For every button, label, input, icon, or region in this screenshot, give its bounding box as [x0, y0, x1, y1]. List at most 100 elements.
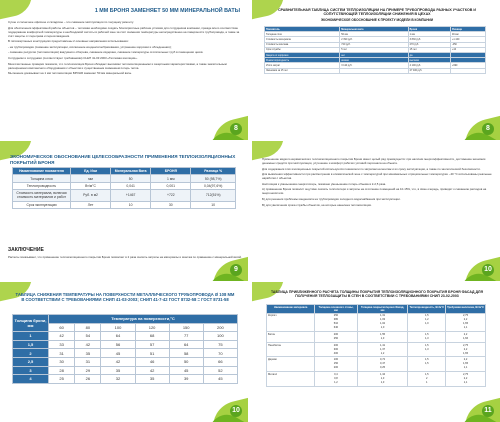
cell: Теплопроводность: [12, 181, 71, 191]
slide-title: ТАБЛИЦА СНИЖЕНИЯ ТЕМПЕРАТУРЫ НА ПОВЕРХНО…: [15, 292, 235, 303]
page-number: 10: [482, 264, 494, 276]
cell: [449, 67, 487, 74]
cell: 10: [110, 200, 152, 209]
row-header-cell: 1,5: [12, 339, 49, 350]
cell: 2,2 1,66: [445, 331, 486, 343]
slide-2: Сравнительная таблица систем теплоизоляц…: [252, 0, 500, 140]
page-number: 8: [482, 123, 494, 135]
table-row: 2 31 35 45 51 58 70: [12, 348, 239, 358]
slide-title: ТАБЛИЦА ПРИБЛИЖЕННОГО РАСЧЕТА ТОЛЩИНЫ ПО…: [271, 290, 483, 299]
cell: 64: [100, 331, 136, 341]
paragraph: Сухое и солнечное офисное и складское – …: [8, 20, 134, 24]
cell: 0,04(97,6%): [190, 181, 236, 191]
cell: 35: [134, 374, 170, 384]
cell: 0,72 0,47 0,25: [356, 356, 409, 372]
table-row: Бетон 200 250 1,55 1,3 1,5 1,3 2,2 1,66: [265, 331, 486, 343]
paragraph: - снижение ресурсов (теплоизоляция) ваку…: [8, 50, 204, 55]
slide-subtitle: Экономическое обоснование к проекту моде…: [320, 18, 434, 22]
cell: 1,34 1,3 1,3: [356, 370, 409, 387]
row-header-cell: 2: [12, 348, 49, 358]
table-row: 4 25 26 32 35 39 45: [12, 374, 239, 384]
cell: 68: [134, 331, 170, 341]
table-header-row: Толщина брони, мм Температура на поверхн…: [12, 313, 238, 333]
cell: 10: [190, 200, 236, 209]
cell: 35: [74, 348, 102, 358]
table-row: Кирпич 250 380 510 640 1,31 1,03 1,02 1,…: [265, 312, 486, 333]
cell: 42: [134, 365, 170, 376]
row-header-cell: 3: [12, 365, 49, 376]
header-cell: 120: [134, 322, 170, 333]
paragraph: Для обеспечения эффективной работы объек…: [8, 25, 240, 38]
row-header-cell: 2,5: [12, 356, 49, 367]
header-cell: Теплопроводность, Вт/м°С: [407, 304, 447, 314]
table-row: 2,5 30 31 42 46 50 66: [12, 356, 239, 367]
cell: Дерево: [265, 356, 316, 372]
cell: 58: [168, 348, 204, 358]
slide-4: Применение жидкого керамического теплоиз…: [252, 141, 500, 281]
cell: 27 400 руб.: [407, 67, 451, 74]
paragraph: Сотрудники и сотрудники (соответствуют т…: [8, 55, 138, 60]
slide-5: ЗАКЛЮЧЕНИЕ ТАБЛИЦА СНИЖЕНИЯ ТЕМПЕРАТУРЫ …: [0, 282, 248, 422]
cell: 30: [150, 200, 192, 209]
cell: 0,4 0,8 1,2: [314, 370, 358, 387]
cell: 2,2 1,65 1,1: [445, 356, 486, 372]
cell: +1467: [110, 189, 152, 202]
cell: +722: [150, 189, 192, 202]
cell: 712(51%): [190, 189, 236, 202]
cell: 26: [74, 374, 102, 384]
cell: 50: [168, 356, 204, 367]
cell: 200 300 400: [314, 341, 358, 358]
header-cell: Минеральная Вата: [110, 166, 152, 176]
cell: 51: [134, 348, 170, 358]
paragraph: Настоящая к уменьшению энергопотерь, пок…: [262, 181, 387, 186]
table-header-row: Наименование материала Толщина основного…: [265, 304, 486, 314]
header-cell: Наименование материала: [265, 304, 316, 314]
cell: Руб. в м2: [69, 189, 112, 202]
cell: 100 150 200: [314, 356, 358, 372]
cell: 31: [47, 348, 76, 358]
header-cell: 150: [168, 322, 204, 333]
conclusion-block: ЗАКЛЮЧЕНИЕ Расчеты показывают, что приме…: [8, 247, 244, 259]
cell: 25: [47, 374, 76, 384]
cell: 1,55 1,3: [356, 331, 409, 343]
table-row: Металл 0,4 0,8 1,2 1,34 1,3 1,3 1,5 2 1 …: [265, 370, 486, 387]
cell: 1,31 1,03 1,02 1,0: [356, 312, 409, 333]
cell: [339, 67, 409, 74]
cell: Металл: [265, 370, 316, 387]
cell: 1,5 1,5: [407, 356, 447, 372]
cell: 30: [47, 356, 76, 367]
header-cell: Ед. Изм: [69, 166, 112, 176]
cell: мм: [69, 174, 112, 183]
paragraph: Многочисленные проверки показали, что те…: [8, 61, 227, 70]
cell: 50 (98,7%): [190, 174, 236, 183]
cell: 250 380 510 640: [314, 312, 358, 333]
paragraph: Б) для решения проблемы конденсата на тр…: [262, 196, 401, 201]
cell: Стоимость материала, включая стоимость м…: [12, 189, 71, 202]
cell: Бетон: [265, 331, 316, 343]
paragraph: Для содержания этих изоляционных покрыти…: [262, 166, 481, 171]
page-number: 11: [482, 405, 494, 417]
cell: 1 мм: [150, 174, 192, 183]
cell: 100: [202, 331, 239, 341]
cell: Вт/м°С: [69, 181, 112, 191]
table-header-row: Наименование показателя Ед. Изм Минераль…: [12, 166, 236, 176]
table-row: 3 28 29 35 42 45 52: [12, 365, 239, 376]
table-row: 1,5 33 42 56 57 64 75: [12, 339, 239, 350]
paragraph: Для выявления эффективности при рассмотр…: [262, 172, 492, 181]
header-cell: 80: [74, 322, 102, 333]
cell: 1,5 1,3: [407, 341, 447, 358]
header-cell: Толщина покрытия Броня Фасад, мм: [356, 304, 409, 314]
cell: 39: [168, 374, 204, 384]
table-row: Толщина слоя мм 50 1 мм 50 (98,7%): [12, 174, 236, 183]
paragraph: - на трубопроводах (снижение эксплуатаци…: [8, 44, 172, 49]
cell: 29: [74, 365, 102, 376]
paragraph: Применение жидкого керамического теплоиз…: [262, 157, 486, 165]
header-cell: 60: [47, 322, 76, 333]
row-header-cell: 4: [12, 374, 49, 384]
paragraph: Мы мнение доказывает на 1 мм теплоизоляц…: [8, 71, 133, 76]
header-cell: 200: [202, 322, 239, 333]
cell: 1,5 1,2 1,0: [407, 312, 447, 333]
conclusion-text: Расчеты показывают, что применение тепло…: [8, 255, 242, 260]
paragraph: А) применение Броня позволит ощутимо сни…: [262, 187, 487, 196]
